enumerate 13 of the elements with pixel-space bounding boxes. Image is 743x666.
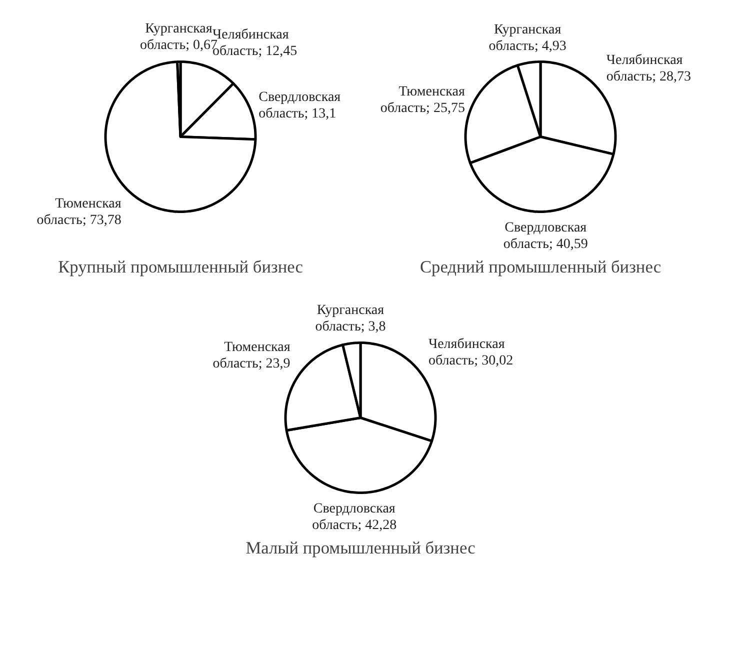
slice-label: Тюменская область; 23,9	[212, 340, 291, 372]
slice-label: Курганская область; 3,8	[315, 302, 386, 334]
slice-label: Свердловская область; 40,59	[503, 220, 588, 252]
text: Крупный промышленный бизнес	[58, 258, 304, 276]
slice-label: Тюменская область; 73,78	[36, 196, 122, 228]
slice-label: Свердловская область; 13,1	[258, 90, 342, 122]
slice-label: Курганская область; 4,93	[488, 22, 566, 54]
slice-label: Тюменская область; 25,75	[380, 84, 466, 116]
slice-label: Челябинская область; 30,02	[428, 336, 514, 368]
text: Малый промышленный бизнес	[246, 538, 476, 558]
slice-label: Свердловская область; 42,28	[312, 502, 397, 534]
text: Средний промышленный бизнес	[420, 258, 662, 276]
slice-label: Челябинская область; 28,73	[606, 53, 692, 85]
